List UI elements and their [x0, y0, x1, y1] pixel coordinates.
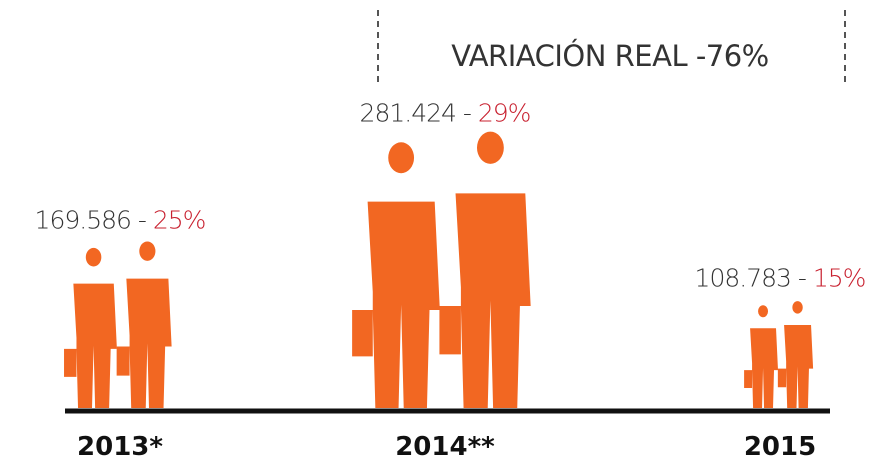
pictogram-figures [64, 241, 172, 408]
figure [778, 301, 813, 408]
share-label: 15% [813, 263, 866, 292]
value-label: 108.783 [695, 263, 791, 292]
figure [64, 248, 117, 408]
figure [744, 305, 778, 408]
label-separator: - [456, 99, 478, 128]
pictogram-figures [352, 132, 531, 408]
value-label: 281.424 [360, 99, 456, 128]
annotation: VARIACIÓN REAL -76% [451, 39, 769, 73]
figure [117, 241, 172, 408]
share-label: 29% [478, 99, 531, 128]
x-tick-label: 2014** [395, 432, 495, 462]
label-separator: - [791, 263, 813, 292]
value-label: 169.586 [35, 205, 131, 234]
data-label: 169.586 - 25% [35, 205, 206, 234]
x-tick-label: 2013* [77, 432, 163, 462]
data-label: 108.783 - 15% [695, 263, 866, 292]
x-tick-label: 2015 [744, 432, 816, 462]
chart: VARIACIÓN REAL -76% 2013* 169.586 - 25% 20… [0, 0, 881, 467]
figure [352, 142, 440, 408]
pictogram-figures [744, 301, 813, 408]
figure [439, 132, 530, 408]
data-label: 281.424 - 29% [360, 99, 531, 128]
label-separator: - [131, 205, 153, 234]
share-label: 25% [153, 205, 206, 234]
